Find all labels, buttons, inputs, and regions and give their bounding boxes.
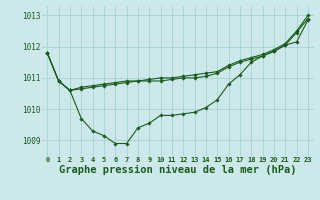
X-axis label: Graphe pression niveau de la mer (hPa): Graphe pression niveau de la mer (hPa) [59,165,296,175]
